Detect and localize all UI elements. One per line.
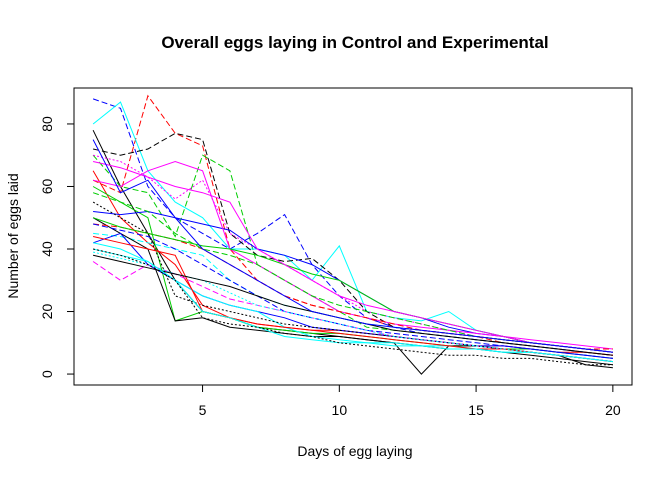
x-tick-label: 20 bbox=[605, 402, 621, 418]
series-line-20 bbox=[92, 236, 613, 363]
x-axis-label: Days of egg laying bbox=[297, 443, 412, 459]
series-line-16 bbox=[92, 232, 613, 359]
y-tick-label: 80 bbox=[39, 116, 55, 132]
y-axis: 0 20 40 60 80 bbox=[39, 116, 75, 378]
y-tick-label: 60 bbox=[39, 178, 55, 194]
series-line-6 bbox=[92, 154, 613, 353]
plot-frame bbox=[73, 87, 633, 386]
y-tick-label: 40 bbox=[39, 241, 55, 257]
series-line-22 bbox=[92, 223, 613, 359]
y-tick-label: 20 bbox=[39, 304, 55, 320]
x-axis: 5 10 15 20 bbox=[93, 384, 621, 418]
series-line-28 bbox=[92, 248, 613, 366]
series-line-27 bbox=[92, 242, 613, 363]
series-line-2 bbox=[92, 94, 613, 356]
series-line-12 bbox=[92, 160, 613, 350]
series-line-10 bbox=[93, 210, 613, 353]
plot-lines bbox=[92, 94, 613, 375]
y-tick-label: 0 bbox=[39, 370, 55, 378]
series-line-13 bbox=[92, 217, 613, 375]
series-line-26 bbox=[92, 139, 613, 353]
series-line-11 bbox=[93, 232, 613, 353]
series-line-4 bbox=[92, 98, 613, 356]
series-line-19 bbox=[92, 201, 613, 363]
x-tick-label: 10 bbox=[332, 402, 348, 418]
y-axis-label: Number of eggs laid bbox=[5, 173, 21, 298]
x-tick-label: 15 bbox=[468, 402, 484, 418]
series-line-24 bbox=[92, 161, 613, 353]
x-tick-label: 5 bbox=[199, 402, 207, 418]
chart-title: Overall eggs laying in Control and Exper… bbox=[161, 33, 548, 52]
